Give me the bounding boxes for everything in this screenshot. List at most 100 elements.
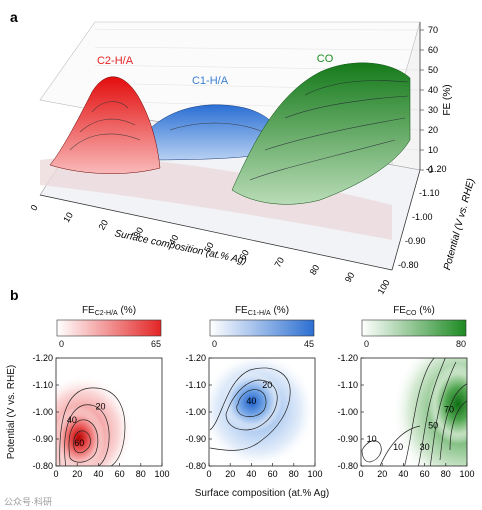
back-grid-line — [94, 47, 421, 51]
colorbar-label-sub: CO — [406, 310, 417, 317]
y-tick-label: -1.20 — [185, 353, 206, 363]
contour-line — [418, 358, 446, 466]
contour-label: 40 — [246, 396, 256, 406]
x-tick-label: 60 — [115, 469, 125, 479]
surface-contour — [79, 118, 136, 133]
y-tick-label: -0.90 — [32, 434, 53, 444]
y-tick-label: -0.80 — [32, 461, 53, 471]
z-tick-label: 20 — [428, 125, 438, 135]
contour-line — [73, 430, 91, 454]
y-axis-line — [391, 169, 421, 271]
surface-contour — [69, 133, 141, 151]
x-tick-label: 20 — [225, 469, 235, 479]
y-tick-label: -1.00 — [337, 407, 358, 417]
heatmap-c2: FEC2-H/A (%) 0 65 20 40 60 0 20 40 60 80 100 -1.… — [6, 305, 170, 479]
colorbar-label-c1: FEC1-H/A (%) — [235, 305, 289, 317]
colorbar-min: 0 — [59, 339, 64, 349]
surface-contour — [91, 101, 129, 113]
x-tick-label: 20 — [72, 469, 82, 479]
panel-a-label: a — [10, 9, 18, 25]
y-tick-label: -1.20 — [337, 353, 358, 363]
z-tick-label: 10 — [428, 145, 438, 155]
axis-ticks: 0 20 40 60 80 100-1.20-1.10-1.00-0.90-0.80 — [185, 353, 322, 479]
x-tick-label: 40 — [246, 469, 256, 479]
contour-label: 20 — [96, 402, 106, 412]
contour-label: 20 — [262, 380, 272, 390]
series-label: C1-H/A — [192, 75, 229, 87]
colorbar-min: 0 — [212, 339, 217, 349]
x-tick-label: 0 — [53, 469, 58, 479]
heatmap-co: FECO (%) 0 80 70 50 30 10 10 0 20 40 60 80 100 -1.… — [337, 305, 474, 479]
surface-peak-co — [231, 62, 411, 205]
colorbar-label-unit: (%) — [271, 305, 289, 316]
x-tick-label: 90 — [343, 271, 357, 285]
x-tick-label: 40 — [93, 469, 103, 479]
z-axis-title-3d: FE (%) — [442, 84, 453, 115]
x-tick-label: 80 — [308, 263, 322, 277]
heat-hotspot — [56, 406, 105, 466]
contour-labels: 20 40 60 — [67, 402, 106, 448]
y-tick-label: -1.10 — [32, 380, 53, 390]
x-axis-line — [39, 194, 393, 271]
x-tick-label: 60 — [237, 248, 251, 262]
contour-labels: 70 50 30 10 10 — [367, 404, 454, 452]
x-tick-label: 10 — [61, 211, 75, 225]
colorbar-c2 — [56, 319, 162, 337]
colorbar-label-main: FE — [82, 305, 95, 316]
contour-line — [236, 389, 267, 417]
contour-line — [59, 387, 126, 466]
x-tick-label: 100 — [307, 469, 322, 479]
x-tick-label: 60 — [420, 469, 430, 479]
z-tick-label: 60 — [428, 45, 438, 55]
y-tick-label: -0.80 — [337, 461, 358, 471]
contour-line — [429, 361, 457, 466]
x-tick-label: 80 — [289, 469, 299, 479]
x-tick-label: 80 — [136, 469, 146, 479]
surface-contour — [284, 95, 409, 119]
surface-3d — [39, 21, 421, 271]
z-tick-label: 40 — [428, 85, 438, 95]
x-tick-label: 70 — [272, 256, 286, 270]
back-grid-line — [94, 29, 421, 31]
colorbar-c1 — [209, 319, 315, 337]
y-tick-label: -1.20 — [426, 164, 447, 174]
contour-line — [379, 425, 421, 466]
x-tick-label: 20 — [377, 469, 387, 479]
x-tick-label: 100 — [459, 469, 474, 479]
x-tick-label: 20 — [96, 218, 110, 232]
colorbar-co — [361, 319, 467, 337]
y-tick-label: -1.10 — [337, 380, 358, 390]
surface-contour — [169, 122, 271, 136]
contour-label: 70 — [444, 404, 454, 414]
contour-label: 40 — [67, 415, 77, 425]
y-tick-label: -1.10 — [185, 380, 206, 390]
contour-label: 30 — [420, 442, 430, 452]
surface-contour — [249, 139, 396, 181]
x-tick-label: 0 — [29, 203, 40, 212]
watermark: 公众号·科研 — [4, 497, 52, 507]
panel-b-label: b — [10, 287, 19, 303]
colorbar-max: 80 — [456, 339, 466, 349]
colorbar-label-unit: (%) — [118, 305, 136, 316]
x-tick-label: 80 — [441, 469, 451, 479]
contour-line — [68, 419, 99, 463]
colorbar-max: 45 — [304, 339, 314, 349]
colorbar-min: 0 — [364, 339, 369, 349]
colorbar-label-co: FECO (%) — [393, 305, 435, 317]
x-tick-label: 100 — [376, 278, 392, 296]
colorbar-label-main: FE — [235, 305, 248, 316]
contour-line — [209, 367, 291, 451]
contour-label: 10 — [393, 442, 403, 452]
surface-contour — [304, 80, 409, 96]
contour-line — [225, 379, 278, 431]
y-tick-label: -0.80 — [185, 461, 206, 471]
z-tick-label: 70 — [428, 25, 438, 35]
y-tick-label: -0.80 — [398, 260, 419, 270]
surface-base — [40, 157, 392, 240]
axis-ticks: 0 20 40 60 80 100-1.20-1.10-1.00-0.90-0.80 — [337, 353, 474, 479]
contour-line — [404, 358, 435, 466]
y-tick-label: -0.90 — [185, 434, 206, 444]
x-tick-label: 100 — [154, 469, 169, 479]
contour-line — [439, 383, 467, 461]
